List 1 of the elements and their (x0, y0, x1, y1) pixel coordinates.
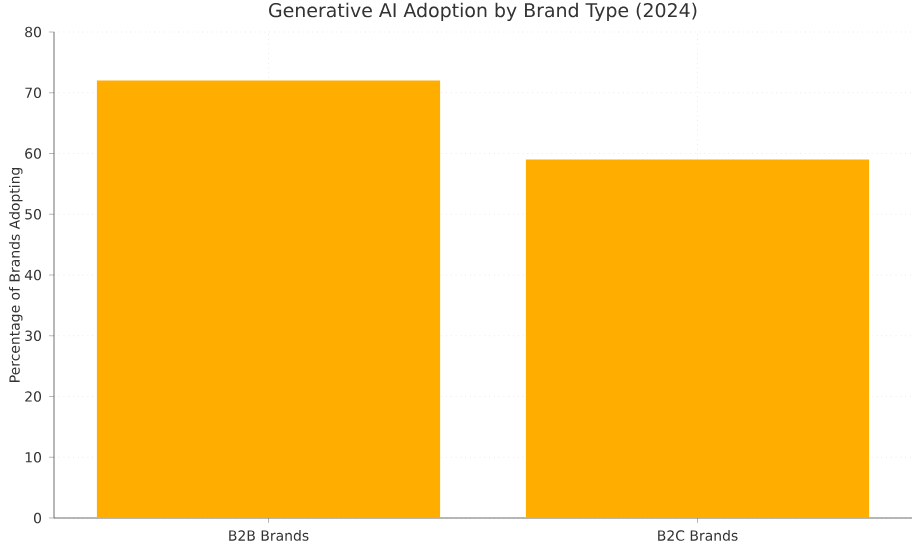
chart-title: Generative AI Adoption by Brand Type (2024) (269, 2, 697, 21)
